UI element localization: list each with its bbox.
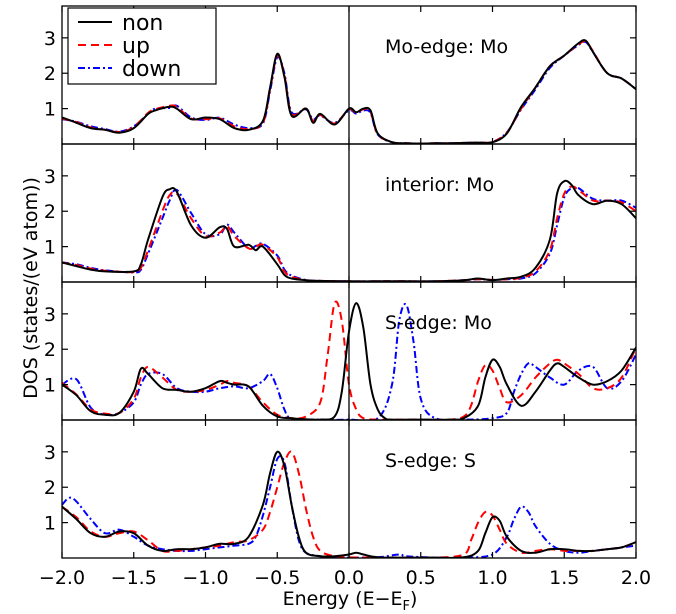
x-axis-label-sub: F	[403, 599, 410, 614]
x-tick-label: −0.5	[254, 567, 300, 589]
y-tick-label-panel-4: 2	[44, 477, 56, 499]
panel-2: 1 2 3 interior: Mo	[44, 143, 637, 283]
series-line-non-panel-2	[62, 179, 636, 282]
x-tick-label: −2.0	[39, 567, 85, 589]
x-tick-label: 2.0	[621, 567, 651, 589]
panel-label-3: S-edge: Mo	[385, 312, 492, 334]
y-tick-label-panel-1: 3	[44, 28, 56, 50]
y-tick-label-panel-4: 3	[44, 442, 56, 464]
x-tick-label: 0.0	[334, 567, 364, 589]
x-axis-label: Energy (E−EF)	[283, 588, 418, 614]
y-axis-label: DOS (states/(eV atom))	[20, 177, 42, 399]
series-line-non-panel-1	[62, 39, 636, 144]
panel-4: 1 2 3 S-edge: S	[44, 419, 637, 559]
series-line-up-panel-3	[62, 300, 636, 420]
panel-3: 1 2 3 S-edge: Mo	[44, 281, 637, 421]
y-tick-label-panel-2: 3	[44, 166, 56, 188]
x-tick-label: 1.0	[477, 567, 507, 589]
y-tick-label-panel-2: 1	[44, 237, 56, 259]
y-tick-label-panel-3: 1	[44, 375, 56, 397]
y-tick-label-panel-1: 1	[44, 99, 56, 121]
panel-label-1: Mo-edge: Mo	[385, 36, 508, 58]
panel-label-4: S-edge: S	[385, 450, 476, 472]
y-tick-label-panel-1: 2	[44, 63, 56, 85]
y-tick-label-panel-2: 2	[44, 201, 56, 223]
x-tick-label: −1.5	[111, 567, 157, 589]
series-line-non-panel-4	[62, 450, 636, 558]
panels-layer: 1 2 3 Mo-edge: Mo 1 2 3 interior: Mo 1 2 3 S-edge: …	[44, 5, 637, 559]
legend-label-non: non	[122, 11, 163, 36]
x-axis: −2.0 −1.5 −1.0 −0.5 0.0 0.5 1.0 1.5 2.0	[39, 567, 651, 589]
panel-2-series	[62, 179, 636, 282]
x-axis-label-main: Energy (E−E	[283, 588, 403, 610]
panel-1-series	[62, 39, 636, 144]
y-tick-label-panel-4: 1	[44, 513, 56, 535]
panel-label-2: interior: Mo	[385, 174, 494, 196]
legend-label-up: up	[122, 34, 150, 59]
x-tick-label: −1.0	[182, 567, 228, 589]
panel-3-series	[62, 300, 636, 420]
x-tick-label: 0.5	[406, 567, 436, 589]
panel-4-series	[62, 450, 636, 558]
x-axis-label-end: )	[410, 588, 417, 610]
y-tick-label-panel-3: 3	[44, 304, 56, 326]
x-tick-label: 1.5	[549, 567, 579, 589]
series-line-non-panel-3	[62, 302, 636, 420]
legend-label-down: down	[122, 57, 181, 82]
y-tick-label-panel-3: 2	[44, 339, 56, 361]
